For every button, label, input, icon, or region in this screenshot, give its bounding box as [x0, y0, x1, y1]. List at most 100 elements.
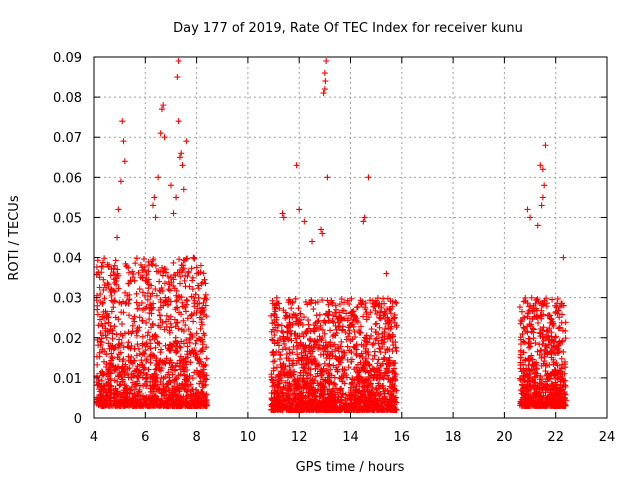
data-point — [362, 362, 369, 369]
data-point — [386, 354, 393, 361]
data-point — [310, 306, 317, 313]
data-point — [94, 257, 101, 264]
data-point — [145, 268, 152, 275]
data-point — [392, 299, 399, 306]
data-point — [300, 342, 307, 349]
data-point — [374, 295, 381, 302]
data-point — [190, 294, 197, 301]
data-point — [365, 174, 372, 181]
data-point — [202, 295, 209, 302]
data-point — [101, 348, 108, 355]
data-point — [297, 319, 304, 326]
data-point — [368, 326, 375, 333]
data-point — [273, 314, 280, 321]
data-point — [386, 334, 393, 341]
data-point — [139, 374, 146, 381]
data-point — [168, 341, 175, 348]
data-point — [348, 312, 355, 319]
data-point — [299, 355, 306, 362]
data-point — [381, 326, 388, 333]
data-point — [275, 371, 282, 378]
data-point — [160, 387, 167, 394]
data-point — [194, 282, 201, 289]
data-point — [327, 366, 334, 373]
data-point — [110, 265, 117, 272]
data-point — [97, 291, 104, 298]
data-point — [179, 395, 186, 402]
data-point — [369, 356, 376, 363]
data-point — [331, 341, 338, 348]
data-point — [386, 383, 393, 390]
data-point — [97, 391, 104, 398]
data-point — [314, 370, 321, 377]
data-point — [193, 330, 200, 337]
data-point — [375, 302, 382, 309]
data-point — [365, 349, 372, 356]
data-point — [302, 298, 309, 305]
data-point — [117, 381, 124, 388]
data-point — [339, 323, 346, 330]
data-point — [189, 386, 196, 393]
data-point — [372, 329, 379, 336]
data-point — [174, 319, 181, 326]
data-point — [357, 323, 364, 330]
data-point — [352, 388, 359, 395]
data-point — [111, 395, 118, 402]
data-point — [337, 406, 344, 413]
data-point — [193, 264, 200, 271]
data-point — [317, 406, 324, 413]
data-point — [162, 360, 169, 367]
data-point — [186, 402, 193, 409]
data-point — [346, 301, 353, 308]
data-point — [134, 325, 141, 332]
data-point — [176, 154, 183, 161]
data-point — [166, 329, 173, 336]
data-point — [104, 328, 111, 335]
data-point — [142, 347, 149, 354]
data-point — [162, 294, 169, 301]
data-point — [184, 315, 191, 322]
data-point — [370, 340, 377, 347]
data-point — [359, 354, 366, 361]
data-point — [290, 369, 297, 376]
data-point — [329, 317, 336, 324]
data-point — [107, 391, 114, 398]
data-point — [199, 374, 206, 381]
data-point — [134, 341, 141, 348]
data-point — [147, 359, 154, 366]
data-point — [319, 345, 326, 352]
data-point — [338, 374, 345, 381]
data-point — [182, 386, 189, 393]
data-point — [114, 234, 121, 241]
data-point — [354, 368, 361, 375]
data-point — [349, 406, 356, 413]
data-point — [384, 345, 391, 352]
data-point — [310, 387, 317, 394]
data-point — [107, 343, 114, 350]
data-point — [173, 375, 180, 382]
data-point — [114, 389, 121, 396]
data-point — [96, 316, 103, 323]
data-point — [169, 363, 176, 370]
data-point — [185, 326, 192, 333]
data-point — [176, 309, 183, 316]
data-point — [184, 255, 191, 262]
data-point — [191, 347, 198, 354]
data-points — [93, 58, 569, 413]
data-point — [173, 292, 180, 299]
data-point — [279, 346, 286, 353]
data-point — [338, 314, 345, 321]
data-point — [184, 393, 191, 400]
data-point — [147, 382, 154, 389]
data-point — [527, 214, 534, 221]
data-point — [392, 344, 399, 351]
data-point — [151, 194, 158, 201]
data-point — [181, 277, 188, 284]
data-point — [170, 259, 177, 266]
data-point — [384, 314, 391, 321]
data-point — [133, 367, 140, 374]
data-point — [293, 339, 300, 346]
data-point — [286, 319, 293, 326]
data-point — [147, 301, 154, 308]
data-point — [363, 406, 370, 413]
